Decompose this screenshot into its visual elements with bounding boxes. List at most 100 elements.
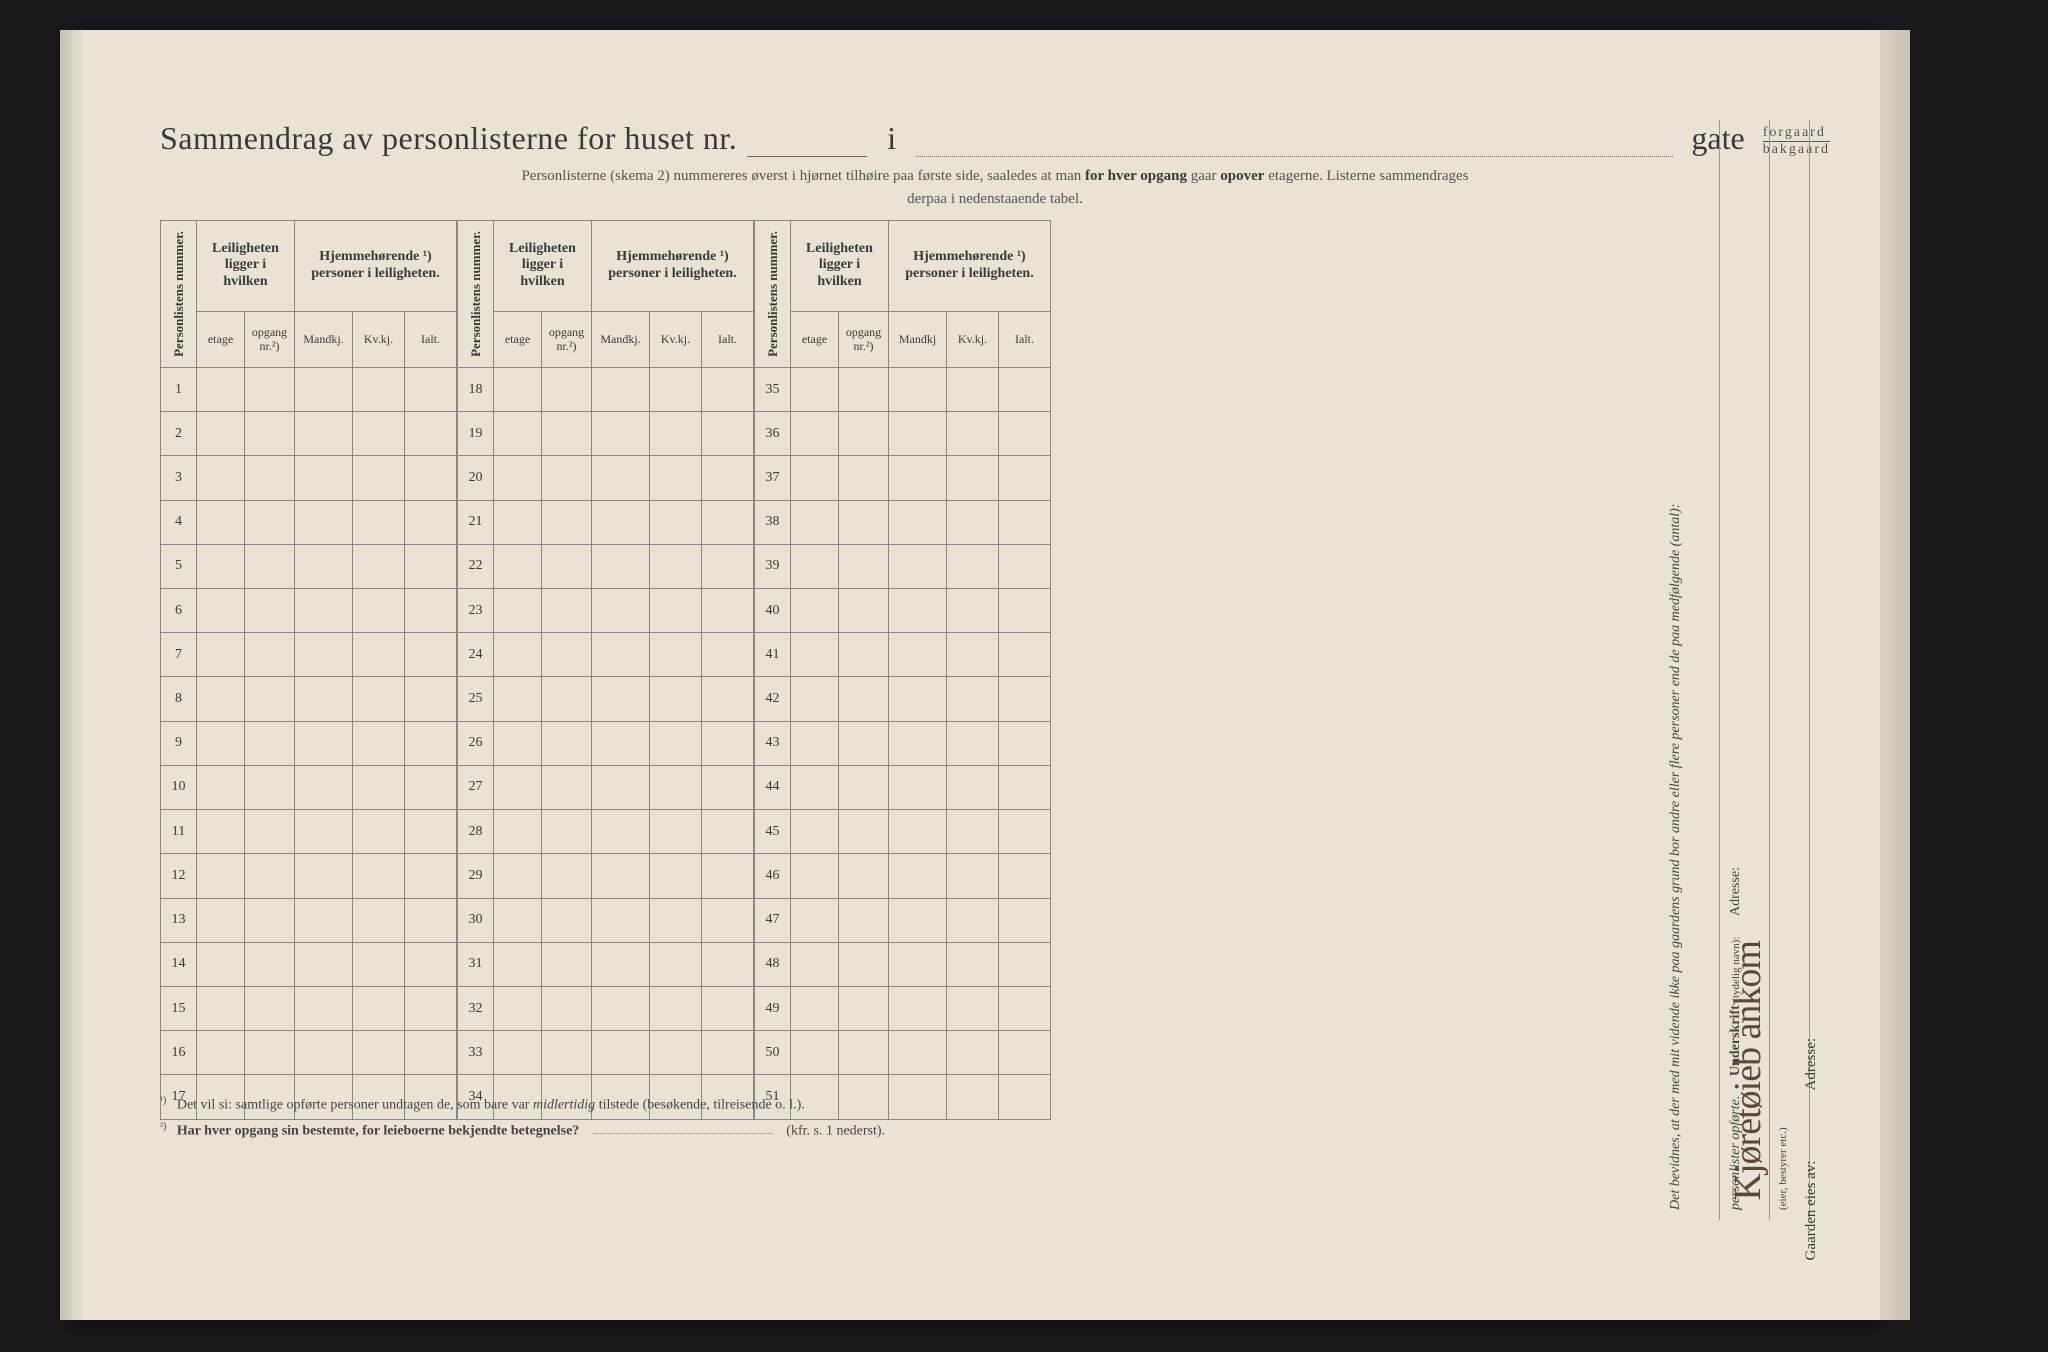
title-i: i bbox=[877, 120, 906, 157]
cell-opgang bbox=[542, 765, 592, 809]
th-kvkj: Kv.kj. bbox=[353, 311, 405, 367]
th-ialt: Ialt. bbox=[999, 311, 1051, 367]
cell-mandkj bbox=[295, 500, 353, 544]
row-number: 7 bbox=[161, 633, 197, 677]
cell-opgang bbox=[542, 367, 592, 411]
table-row: 27 bbox=[458, 765, 754, 809]
cell-mandkj bbox=[889, 1075, 947, 1119]
cell-mandkj bbox=[592, 412, 650, 456]
subtitle-bold2: opover bbox=[1220, 168, 1264, 184]
subtitle-c: etagerne. Listerne sammendrages bbox=[1264, 168, 1468, 184]
cell-ialt bbox=[702, 765, 754, 809]
cell-mandkj bbox=[592, 721, 650, 765]
cell-etage bbox=[494, 986, 542, 1030]
document-page: Sammendrag av personlisterne for huset n… bbox=[60, 30, 1880, 1320]
row-number: 50 bbox=[755, 1031, 791, 1075]
side-col-declaration: Det bevidnes, at der med mit vidende ikk… bbox=[1660, 120, 1720, 1220]
table-row: 32 bbox=[458, 986, 754, 1030]
cell-etage bbox=[197, 589, 245, 633]
th-etage: etage bbox=[494, 311, 542, 367]
cell-ialt bbox=[999, 986, 1051, 1030]
table-row: 22 bbox=[458, 544, 754, 588]
tables-container: Personlistens nummer. Leiligheten ligger… bbox=[160, 220, 1830, 1082]
table-row: 19 bbox=[458, 412, 754, 456]
table-row: 44 bbox=[755, 765, 1051, 809]
cell-ialt bbox=[999, 854, 1051, 898]
table-row: 10 bbox=[161, 765, 457, 809]
cell-mandkj bbox=[592, 633, 650, 677]
row-number: 5 bbox=[161, 544, 197, 588]
section-table-1: Personlistens nummer. Leiligheten ligger… bbox=[160, 220, 457, 1120]
cell-kvkj bbox=[353, 412, 405, 456]
table-row: 3 bbox=[161, 456, 457, 500]
row-number: 3 bbox=[161, 456, 197, 500]
cell-ialt bbox=[999, 633, 1051, 677]
gaarden-label: Gaarden eies av: bbox=[1803, 1160, 1820, 1260]
table-row: 38 bbox=[755, 500, 1051, 544]
cell-mandkj bbox=[295, 677, 353, 721]
cell-ialt bbox=[999, 1031, 1051, 1075]
cell-kvkj bbox=[947, 986, 999, 1030]
cell-opgang bbox=[245, 412, 295, 456]
footnote-2-bold: Har hver opgang sin bestemte, for leiebo… bbox=[177, 1123, 579, 1138]
cell-mandkj bbox=[592, 500, 650, 544]
cell-kvkj bbox=[650, 765, 702, 809]
cell-opgang bbox=[542, 986, 592, 1030]
cell-etage bbox=[197, 1031, 245, 1075]
handwritten-signature: Kjøretøieb ankom bbox=[1726, 941, 1770, 1200]
cell-etage bbox=[197, 765, 245, 809]
cell-mandkj bbox=[889, 412, 947, 456]
footnote-2: ²) Har hver opgang sin bestemte, for lei… bbox=[160, 1118, 1830, 1144]
cell-mandkj bbox=[592, 677, 650, 721]
cell-etage bbox=[494, 367, 542, 411]
cell-etage bbox=[494, 412, 542, 456]
cell-opgang bbox=[839, 986, 889, 1030]
cell-ialt bbox=[702, 1031, 754, 1075]
cell-etage bbox=[197, 986, 245, 1030]
cell-opgang bbox=[839, 810, 889, 854]
cell-mandkj bbox=[592, 589, 650, 633]
cell-kvkj bbox=[353, 810, 405, 854]
table-row: 25 bbox=[458, 677, 754, 721]
table-row: 23 bbox=[458, 589, 754, 633]
cell-kvkj bbox=[650, 633, 702, 677]
cell-ialt bbox=[702, 721, 754, 765]
cell-kvkj bbox=[947, 898, 999, 942]
cell-etage bbox=[494, 854, 542, 898]
cell-opgang bbox=[245, 589, 295, 633]
cell-kvkj bbox=[947, 810, 999, 854]
cell-ialt bbox=[702, 854, 754, 898]
cell-etage bbox=[197, 810, 245, 854]
cell-mandkj bbox=[889, 721, 947, 765]
table-row: 12 bbox=[161, 854, 457, 898]
cell-ialt bbox=[999, 456, 1051, 500]
cell-etage bbox=[791, 810, 839, 854]
adresse-label-2: Adresse: bbox=[1803, 1038, 1820, 1091]
row-number: 6 bbox=[161, 589, 197, 633]
table-row: 37 bbox=[755, 456, 1051, 500]
blank-husnr bbox=[747, 129, 867, 157]
row-number: 22 bbox=[458, 544, 494, 588]
cell-etage bbox=[197, 544, 245, 588]
cell-opgang bbox=[542, 633, 592, 677]
row-number: 9 bbox=[161, 721, 197, 765]
table-row: 39 bbox=[755, 544, 1051, 588]
cell-ialt bbox=[702, 456, 754, 500]
cell-etage bbox=[494, 765, 542, 809]
th-hjemme: Hjemmehørende ¹) personer i leiligheten. bbox=[592, 221, 754, 312]
cell-ialt bbox=[405, 721, 457, 765]
cell-kvkj bbox=[947, 854, 999, 898]
table-row: 29 bbox=[458, 854, 754, 898]
subtitle: Personlisterne (skema 2) nummereres øver… bbox=[160, 165, 1830, 210]
title-row: Sammendrag av personlisterne for huset n… bbox=[160, 120, 1830, 157]
cell-kvkj bbox=[353, 765, 405, 809]
cell-mandkj bbox=[295, 810, 353, 854]
cell-mandkj bbox=[592, 810, 650, 854]
cell-mandkj bbox=[295, 898, 353, 942]
cell-opgang bbox=[839, 942, 889, 986]
cell-opgang bbox=[839, 456, 889, 500]
cell-kvkj bbox=[353, 589, 405, 633]
cell-etage bbox=[791, 412, 839, 456]
row-number: 24 bbox=[458, 633, 494, 677]
footnote-1-b: tilstede (besøkende, tilreisende o. l.). bbox=[599, 1098, 805, 1113]
